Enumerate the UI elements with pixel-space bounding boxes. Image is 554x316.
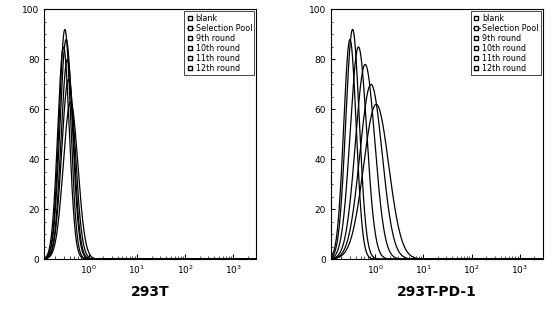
X-axis label: 293T-PD-1: 293T-PD-1 bbox=[397, 285, 477, 299]
X-axis label: 293T: 293T bbox=[131, 285, 170, 299]
Legend: blank, Selection Pool, 9th round, 10th round, 11th round, 12th round: blank, Selection Pool, 9th round, 10th r… bbox=[471, 11, 541, 75]
Legend: blank, Selection Pool, 9th round, 10th round, 11th round, 12th round: blank, Selection Pool, 9th round, 10th r… bbox=[184, 11, 254, 75]
